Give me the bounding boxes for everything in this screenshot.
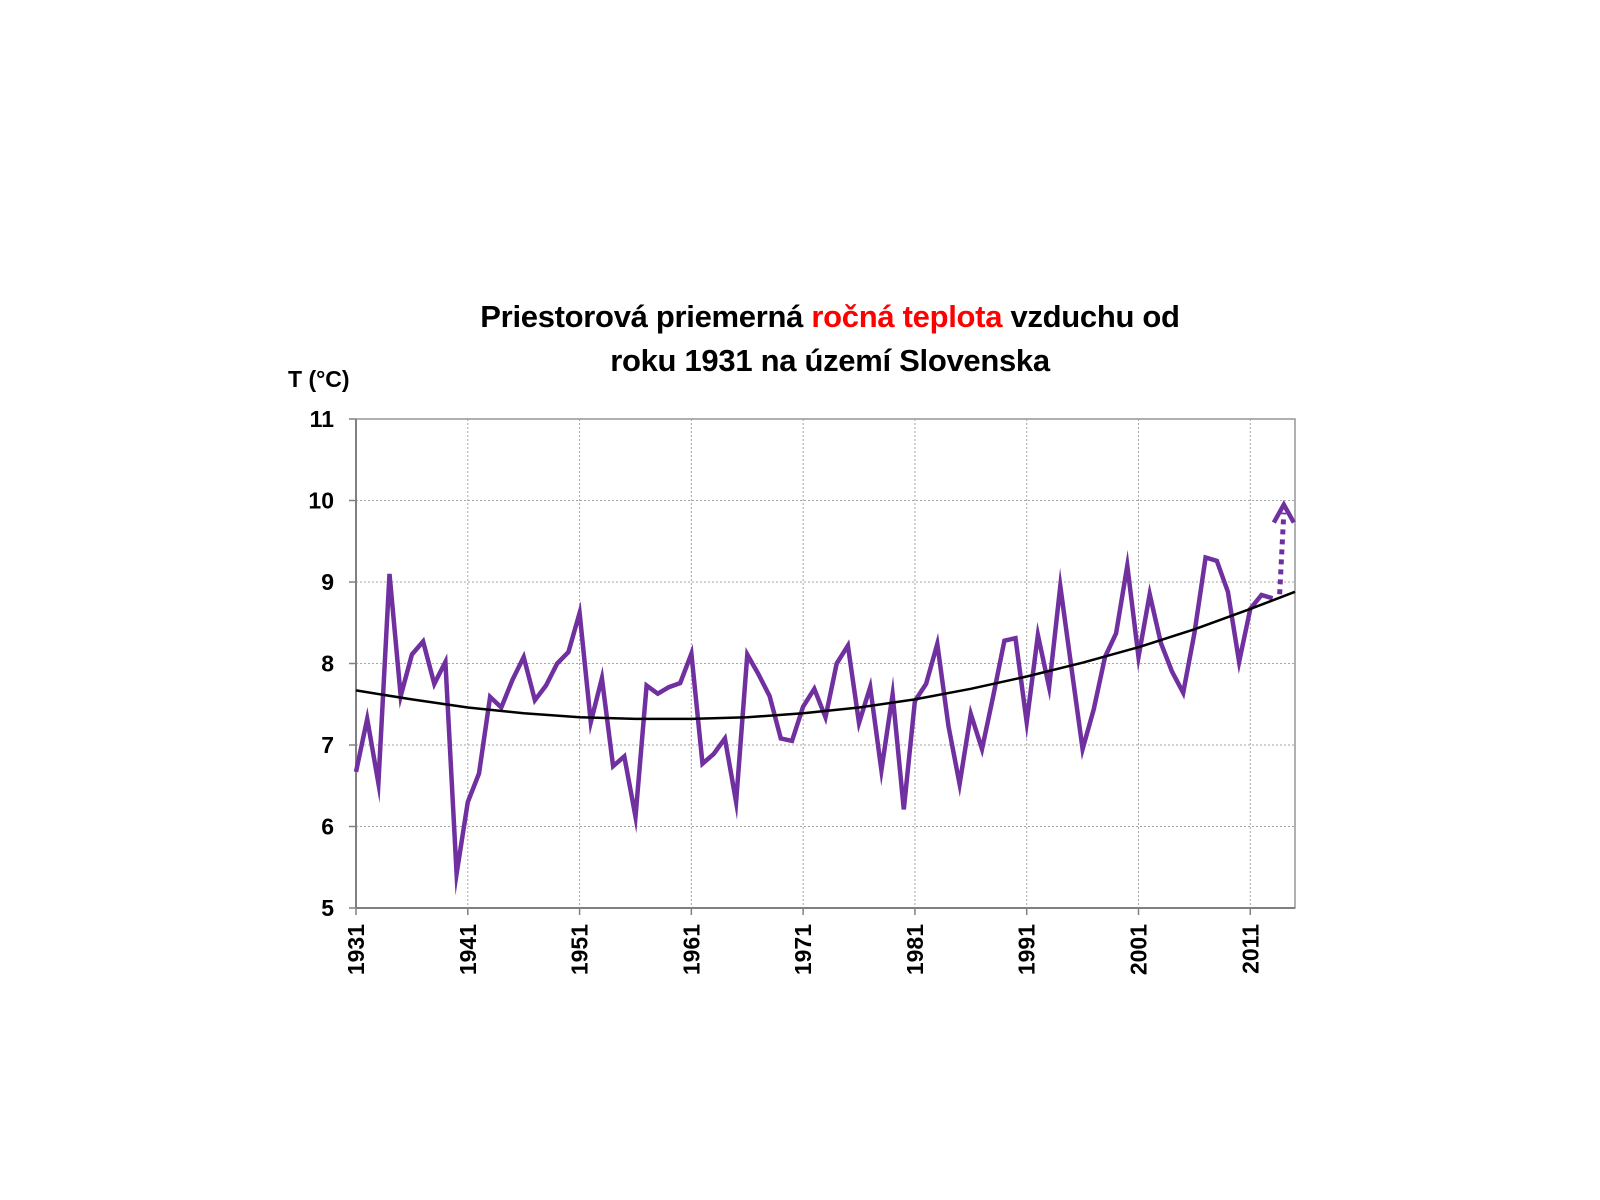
temperature-series-line: [353, 549, 1274, 896]
tick-label-y: 5: [321, 895, 334, 921]
projection-dotted-line: [1277, 512, 1287, 595]
tick-label-y: 8: [321, 651, 334, 677]
gridlines: [356, 419, 1295, 908]
axes: [349, 418, 1296, 915]
tick-label-x: 1931: [343, 924, 369, 975]
chart-title-line-2: roku 1931 na území Slovenska: [610, 343, 1050, 378]
tick-label-x: 1971: [790, 924, 816, 975]
projection-arrowhead-icon: [1271, 499, 1296, 524]
tick-label-x: 1941: [455, 924, 481, 975]
tick-label-x: 1961: [678, 924, 704, 975]
tick-label-x: 1951: [567, 924, 593, 975]
tick-label-x: 2011: [1237, 924, 1263, 974]
tick-labels: 5 6 7 8 9 10 11 1931 1941 1951 1961 1971 1981 1991 200…: [308, 406, 1263, 975]
title-part-1: Priestorová priemerná: [480, 299, 812, 334]
tick-label-x: 1991: [1014, 924, 1040, 975]
chart-title: Priestorová priemerná ročná teplota vzdu…: [330, 295, 1330, 383]
title-highlight: ročná teplota: [811, 299, 1003, 334]
y-axis-label: T (°C): [288, 366, 350, 392]
tick-label-x: 2001: [1126, 924, 1152, 975]
series-layer: [353, 499, 1296, 896]
trend-line: [355, 590, 1296, 721]
chart-title-line-1: Priestorová priemerná ročná teplota vzdu…: [330, 295, 1330, 339]
tick-label-y: 10: [308, 488, 334, 514]
tick-label-y: 9: [321, 569, 334, 595]
tick-label-y: 11: [310, 406, 335, 432]
tick-label-y: 7: [321, 732, 334, 758]
tick-label-x: 1981: [902, 924, 928, 975]
tick-label-y: 6: [321, 814, 334, 840]
title-part-3: vzduchu od: [1002, 299, 1180, 334]
